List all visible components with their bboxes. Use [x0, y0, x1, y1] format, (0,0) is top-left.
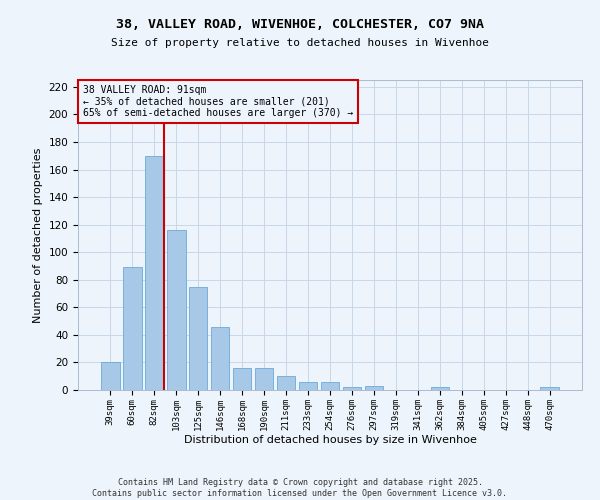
Bar	[541, 387, 559, 390]
Bar	[189, 286, 208, 390]
Bar	[123, 268, 142, 390]
X-axis label: Distribution of detached houses by size in Wivenhoe: Distribution of detached houses by size …	[184, 436, 476, 446]
Bar	[299, 382, 317, 390]
Bar	[277, 376, 295, 390]
Text: Contains HM Land Registry data © Crown copyright and database right 2025.
Contai: Contains HM Land Registry data © Crown c…	[92, 478, 508, 498]
Bar	[255, 368, 274, 390]
Bar	[343, 387, 361, 390]
Text: 38, VALLEY ROAD, WIVENHOE, COLCHESTER, CO7 9NA: 38, VALLEY ROAD, WIVENHOE, COLCHESTER, C…	[116, 18, 484, 30]
Text: Size of property relative to detached houses in Wivenhoe: Size of property relative to detached ho…	[111, 38, 489, 48]
Bar	[145, 156, 164, 390]
Bar	[101, 362, 119, 390]
Bar	[167, 230, 185, 390]
Bar	[365, 386, 383, 390]
Y-axis label: Number of detached properties: Number of detached properties	[33, 148, 43, 322]
Text: 38 VALLEY ROAD: 91sqm
← 35% of detached houses are smaller (201)
65% of semi-det: 38 VALLEY ROAD: 91sqm ← 35% of detached …	[83, 84, 353, 118]
Bar	[233, 368, 251, 390]
Bar	[320, 382, 340, 390]
Bar	[211, 326, 229, 390]
Bar	[431, 387, 449, 390]
